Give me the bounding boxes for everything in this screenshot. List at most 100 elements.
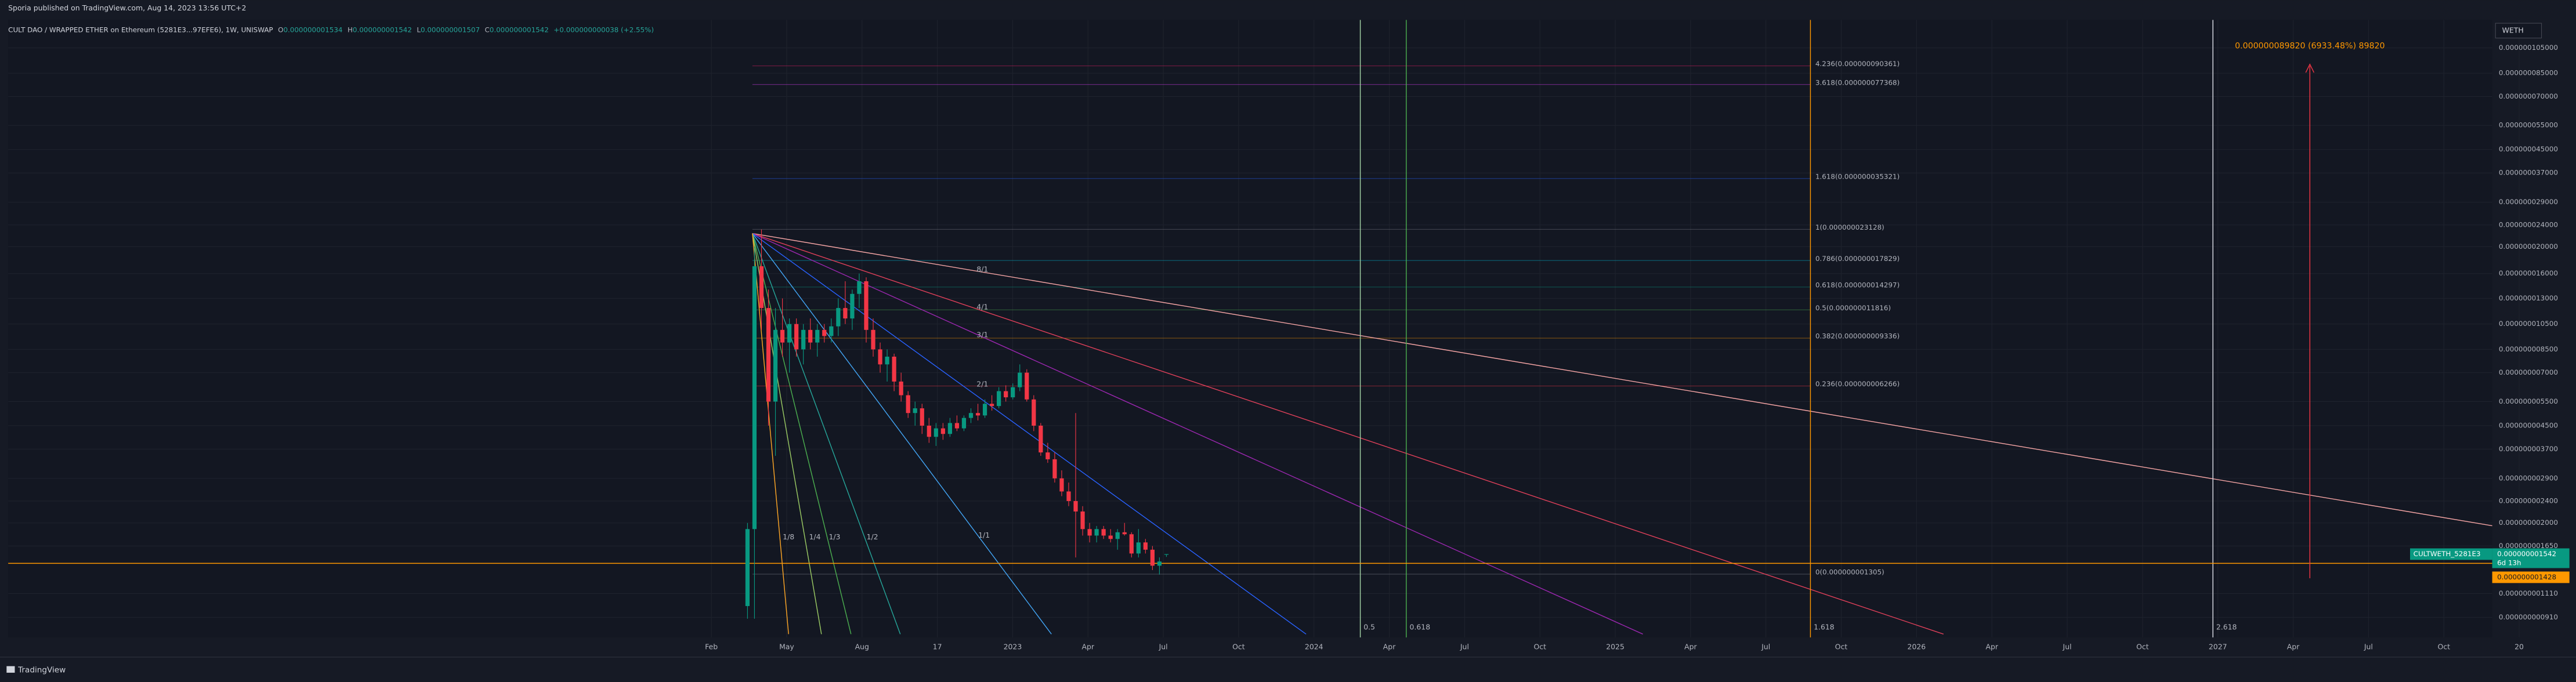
countdown: 6d 13h [2497, 559, 2521, 567]
fan-line [752, 233, 789, 634]
x-tick-label: 20 [2515, 643, 2524, 651]
footer-brand: TradingView [17, 666, 66, 675]
fan-line [752, 233, 1052, 634]
candle-body [773, 329, 778, 402]
x-tick-label: Apr [1081, 643, 1094, 651]
fib-label: 0(0.000000001305) [1815, 568, 1884, 576]
y-tick-label: 0.000000055000 [2499, 121, 2558, 129]
last-price: 0.000000001542 [2497, 550, 2556, 558]
candles [745, 229, 1169, 619]
fan-label: 1/8 [783, 532, 794, 541]
y-tick-label: 0.000000020000 [2499, 242, 2558, 251]
fan-label: 1/2 [867, 532, 878, 541]
candle-body [927, 425, 931, 437]
candle-body [794, 324, 799, 350]
fib-label: 1(0.000000023128) [1815, 223, 1884, 231]
x-tick-label: Apr [1383, 643, 1396, 651]
fan-label: 2/1 [976, 380, 988, 389]
y-tick-label: 0.000000003700 [2499, 445, 2558, 453]
fan-label: 8/1 [976, 264, 988, 273]
ohlc-value: 0.000000001542 [353, 26, 412, 34]
candle-body [1080, 511, 1085, 529]
fan-line [752, 233, 822, 634]
change: +0.000000000038 (+2.55%) [553, 26, 654, 34]
time-zone-label: 0.5 [1363, 623, 1375, 632]
time-zone-label: 1.618 [1814, 623, 1835, 632]
candle-body [1004, 391, 1008, 398]
x-tick-label: Apr [2287, 643, 2300, 651]
ohlc-key: H [348, 26, 353, 34]
candle-body [766, 308, 771, 402]
last-price-tag [2492, 548, 2570, 568]
x-tick-label: Jul [1761, 643, 1770, 651]
candle-body [892, 356, 896, 382]
y-tick-label: 0.000000008500 [2499, 345, 2558, 353]
candle-body [989, 404, 994, 407]
y-tick-label: 0.000000013000 [2499, 294, 2558, 302]
x-tick-label: Jul [1460, 643, 1469, 651]
fan-label: 1/4 [809, 532, 820, 541]
candle-body [780, 329, 785, 343]
candle-body [1129, 534, 1134, 554]
candle-body [836, 308, 841, 327]
y-tick-label: 0.000000004500 [2499, 421, 2558, 429]
candle-body [1032, 399, 1036, 426]
x-tick-label: Oct [1835, 643, 1848, 651]
fib-label: 3.618(0.000000077368) [1815, 78, 1900, 86]
x-tick-label: Oct [1533, 643, 1546, 651]
fan-label: 1/3 [828, 532, 840, 541]
y-tick-label: 0.000000001650 [2499, 542, 2558, 550]
x-tick-label: Aug [855, 643, 869, 651]
y-tick-label: 0.000000001110 [2499, 589, 2558, 597]
x-tick-label: Oct [1232, 643, 1245, 651]
x-tick-label: Jul [2364, 643, 2373, 651]
y-tick-label: 0.000000070000 [2499, 92, 2558, 100]
currency-box [2495, 23, 2542, 39]
candle-body [1101, 529, 1106, 536]
candle-body [1073, 500, 1078, 512]
x-tick-label: 2025 [1606, 643, 1625, 651]
y-tick-label: 0.000000105000 [2499, 43, 2558, 52]
candle-body [822, 329, 827, 336]
candle-body [940, 428, 945, 434]
candle-body [1052, 459, 1057, 478]
ohlc-value: 0.000000001542 [490, 26, 549, 34]
y-tick-label: 0.000000029000 [2499, 198, 2558, 206]
candle-body [1115, 532, 1120, 539]
candle-body [857, 281, 862, 294]
candle-body [920, 408, 924, 426]
fib-label: 0.618(0.000000014297) [1815, 281, 1900, 289]
candle-body [864, 281, 869, 330]
x-tick-label: 2023 [1004, 643, 1022, 651]
candle-body [829, 326, 834, 336]
candle-body [759, 266, 764, 309]
candle-body [1122, 532, 1127, 535]
ohlc-value: 0.000000001507 [421, 26, 480, 34]
y-tick-label: 0.000000002900 [2499, 474, 2558, 482]
footer-logo [6, 666, 15, 673]
fan-label: 1/1 [978, 531, 990, 539]
candle-body [1025, 372, 1029, 400]
fib-label: 0.236(0.000000006266) [1815, 380, 1900, 388]
candle-body [982, 404, 987, 416]
x-tick-label: Apr [1985, 643, 1998, 651]
labels: 0.000000105000 0.000000085000 0.0000000700… [705, 23, 2570, 651]
candle-body [752, 266, 757, 529]
candle-body [947, 423, 953, 434]
candle-body [899, 381, 903, 396]
x-tick-label: 2026 [1908, 643, 1926, 651]
ohlc-value: 0.000000001534 [283, 26, 342, 34]
x-tick-label: Jul [2063, 643, 2072, 651]
candle-body [968, 413, 974, 418]
x-tick-label: Feb [705, 643, 718, 651]
fan-line [752, 233, 901, 634]
plot-area [8, 20, 2492, 638]
x-tick-label: 17 [933, 643, 942, 651]
x-tick-label: Jul [1159, 643, 1168, 651]
candle-body [906, 395, 910, 413]
fib-label: 0.786(0.000000017829) [1815, 255, 1900, 263]
fan-label: 3/1 [976, 331, 988, 339]
time-zone-label: 2.618 [2216, 623, 2237, 632]
symbol: CULT DAO / WRAPPED ETHER on Ethereum (52… [8, 26, 273, 34]
